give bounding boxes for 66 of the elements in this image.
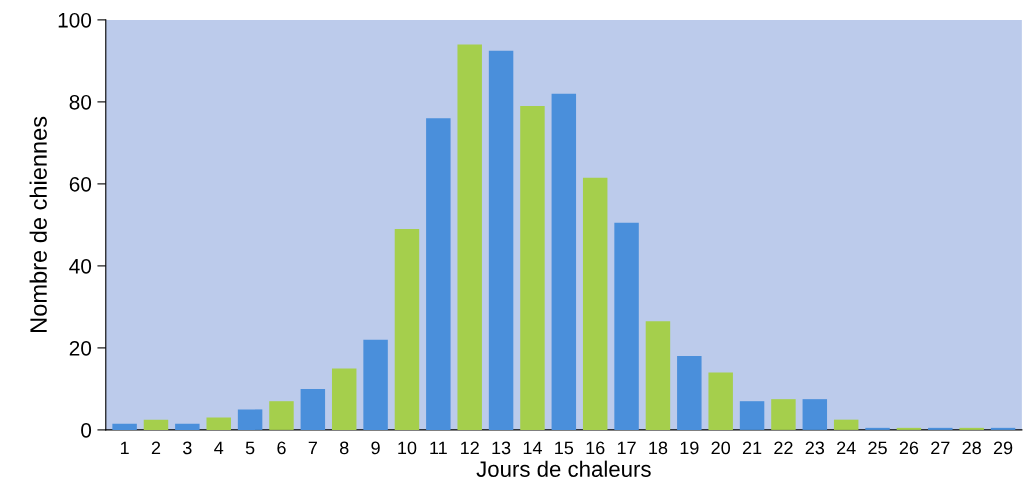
bar xyxy=(645,321,671,430)
x-axis-title: Jours de chaleurs xyxy=(476,460,651,477)
bar xyxy=(300,388,326,430)
bar xyxy=(865,427,890,430)
y-tick-label: 80 xyxy=(69,94,92,110)
x-tick-label: 3 xyxy=(183,441,192,455)
bar xyxy=(331,368,357,430)
x-tick-label: 17 xyxy=(617,441,636,455)
x-tick-label: 24 xyxy=(837,441,856,455)
x-tick-label: 22 xyxy=(774,441,793,455)
bar xyxy=(771,399,796,430)
bar xyxy=(708,372,733,430)
x-tick-label: 1 xyxy=(120,441,129,455)
x-tick-label: 12 xyxy=(461,441,479,455)
x-tick-label: 9 xyxy=(371,441,380,455)
x-tick-label: 27 xyxy=(931,441,950,455)
y-tick-label: 60 xyxy=(69,176,92,192)
bar xyxy=(520,105,545,430)
bar xyxy=(143,419,169,430)
bar xyxy=(488,50,514,430)
bar xyxy=(237,409,263,430)
x-tick-label: 14 xyxy=(523,441,542,455)
x-tick-label: 29 xyxy=(993,441,1013,455)
y-tick-label: 20 xyxy=(69,340,92,356)
x-tick-label: 6 xyxy=(277,441,286,455)
x-tick-label: 11 xyxy=(430,441,447,455)
y-tick-label: 0 xyxy=(81,422,92,438)
y-tick-label: 40 xyxy=(69,258,92,274)
x-tick-label: 18 xyxy=(649,441,668,455)
x-tick-label: 4 xyxy=(214,441,224,455)
bar xyxy=(269,401,294,430)
bar xyxy=(551,93,577,430)
bar xyxy=(363,339,388,430)
x-tick-label: 2 xyxy=(151,441,161,455)
bar xyxy=(677,356,702,430)
x-tick-label: 13 xyxy=(492,441,511,455)
x-tick-label: 7 xyxy=(308,441,317,455)
x-tick-label: 26 xyxy=(899,441,919,455)
x-tick-label: 16 xyxy=(586,441,605,455)
bar xyxy=(614,222,639,430)
bar xyxy=(959,427,984,430)
bar xyxy=(802,399,828,430)
x-tick-label: 10 xyxy=(398,441,417,455)
bar xyxy=(582,177,608,430)
x-tick-label: 19 xyxy=(680,441,699,455)
x-tick-label: 5 xyxy=(245,441,255,455)
x-tick-label: 21 xyxy=(742,441,762,455)
bar xyxy=(833,419,859,430)
bar xyxy=(928,427,953,430)
bar xyxy=(394,228,420,430)
y-tick-label: 100 xyxy=(58,12,92,28)
x-tick-label: 23 xyxy=(805,441,825,455)
y-axis-title: Nombre de chiennes xyxy=(29,116,47,332)
bar xyxy=(175,423,200,430)
bar xyxy=(457,44,482,430)
bar xyxy=(206,417,231,430)
bar xyxy=(739,401,765,430)
x-tick-label: 15 xyxy=(555,441,574,455)
x-tick-label: 25 xyxy=(868,441,887,455)
bar xyxy=(896,427,922,430)
bar xyxy=(426,118,451,430)
x-tick-label: 20 xyxy=(711,441,731,455)
bar xyxy=(990,427,1016,430)
x-tick-label: 28 xyxy=(962,441,981,455)
x-tick-label: 8 xyxy=(339,441,349,455)
bar xyxy=(112,423,137,430)
